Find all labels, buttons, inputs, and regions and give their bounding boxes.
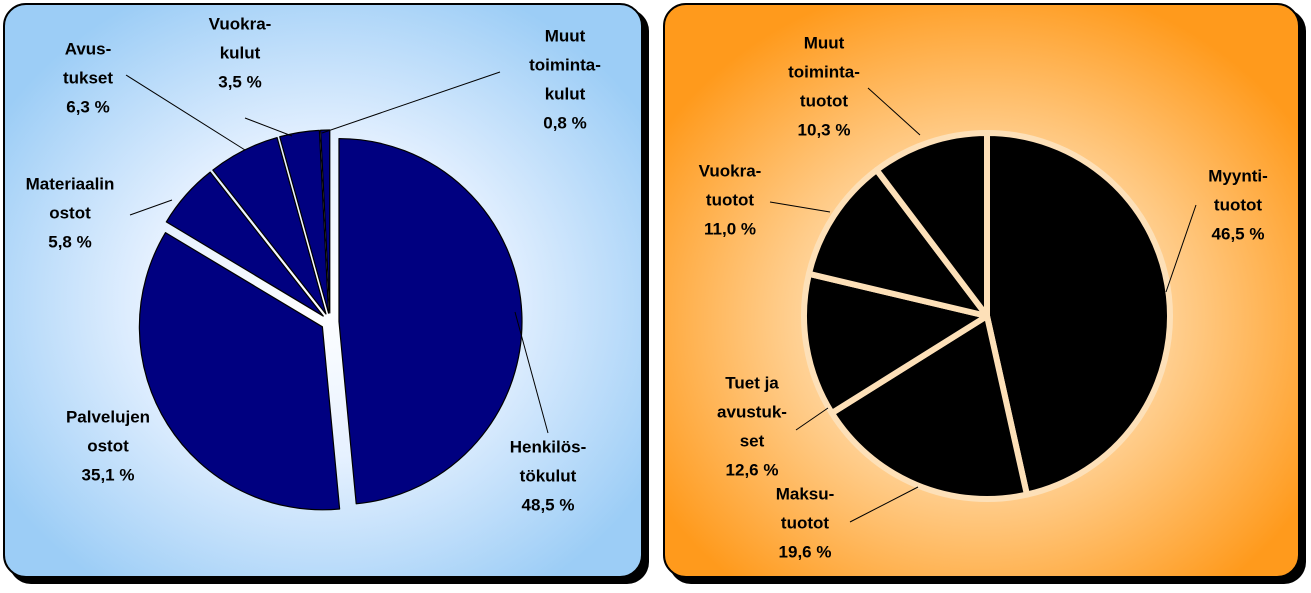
value-label: 35,1 % — [82, 465, 135, 484]
leader-line — [769, 201, 831, 213]
slice-label: avustuk- — [717, 402, 787, 421]
slice-label: tuotot — [781, 513, 829, 532]
value-label: 0,8 % — [543, 113, 586, 132]
pie-chart: Henkilös-tökulut 48,5 % Palvelujen ostot 35,… — [26, 14, 601, 514]
leader-line — [795, 407, 829, 431]
slice-label: toiminta- — [788, 62, 860, 81]
value-label: 3,5 % — [218, 72, 261, 91]
leader-line — [1165, 204, 1197, 293]
value-label: 5,8 % — [48, 232, 91, 251]
slice-label: Muut — [545, 26, 586, 45]
slice-label: tukset — [63, 68, 113, 87]
pie-slice — [165, 171, 324, 317]
value-label: 10,3 % — [798, 120, 851, 139]
slice-label: tuotot — [800, 91, 848, 110]
slice-label: Vuokra- — [209, 14, 272, 33]
pie-slice — [873, 130, 990, 319]
pie-chart: Myynti-tuotot 46,5 % Maksu-tuotot 19,6 % Tue… — [699, 33, 1268, 561]
pie-slice — [138, 232, 341, 511]
pie-slice — [984, 130, 1173, 498]
slice-label: Palvelujen — [66, 407, 150, 426]
slice-label: ostot — [49, 203, 91, 222]
slice-label: Maksu- — [776, 484, 835, 503]
slice-label: Avus- — [65, 39, 112, 58]
pie-slice — [338, 137, 523, 505]
slice-label: tuotot — [1214, 195, 1262, 214]
slice-label: kulut — [545, 84, 586, 103]
pie-slice — [279, 129, 330, 314]
value-label: 48,5 % — [522, 495, 575, 514]
slice-label: Vuokra- — [699, 161, 762, 180]
slice-label: tuotot — [706, 190, 754, 209]
value-label: 12,6 % — [726, 460, 779, 479]
slice-label: kulut — [220, 43, 261, 62]
slice-label: tökulut — [520, 466, 577, 485]
slice-label: Muut — [804, 33, 845, 52]
value-label: 46,5 % — [1212, 224, 1265, 243]
value-label: 6,3 % — [66, 97, 109, 116]
leader-line — [244, 117, 293, 137]
value-label: 11,0 % — [704, 219, 756, 238]
pie-slice — [212, 137, 327, 315]
leader-line — [514, 311, 549, 434]
pie-slice — [801, 270, 990, 417]
slice-label: Tuet ja — [725, 373, 779, 392]
leader-line — [849, 486, 919, 523]
slice-label: toiminta- — [529, 55, 601, 74]
value-label: 19,6 % — [779, 542, 832, 561]
slice-label: Myynti- — [1208, 166, 1268, 185]
pie-slice — [805, 167, 990, 319]
slice-label: ostot — [87, 436, 129, 455]
leader-line — [129, 199, 173, 216]
pie-slice — [828, 313, 1030, 502]
slice-label: Henkilös- — [510, 437, 587, 456]
leader-line — [125, 74, 246, 151]
leader-line — [867, 87, 921, 136]
leader-line — [321, 71, 501, 134]
slice-label: Materiaalin — [26, 174, 115, 193]
slice-label: set — [740, 431, 765, 450]
